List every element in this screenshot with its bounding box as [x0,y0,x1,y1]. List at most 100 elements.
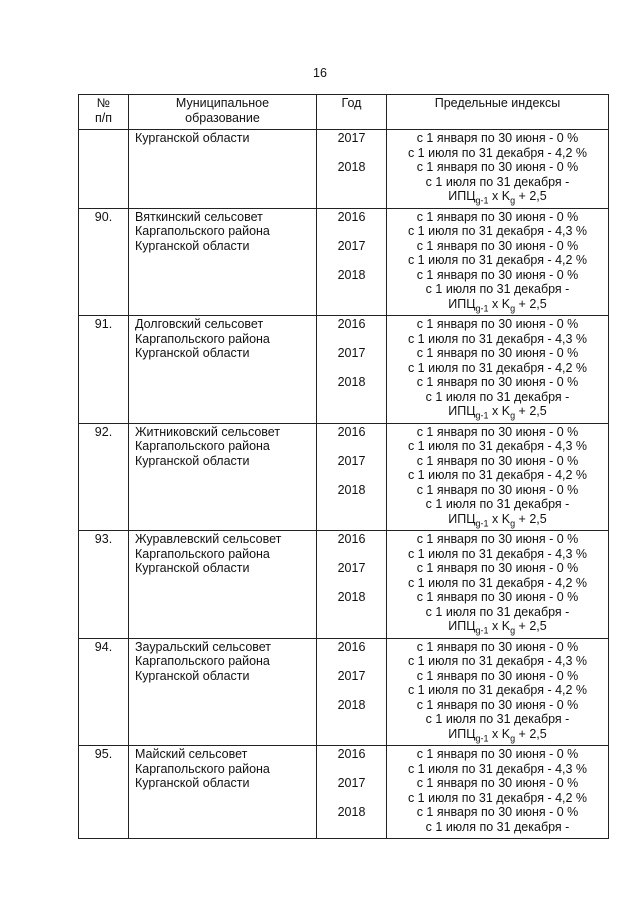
index-line: с 1 июля по 31 декабря - [425,389,570,404]
year: 2017 [337,238,366,253]
name-line: Курганской области [135,131,250,145]
header-row: № п/п Муниципальное образование Год Предельны… [78,94,609,130]
formula-subscript: g [510,518,516,528]
year: 2016 [337,532,366,546]
formula-subscript: g [510,303,516,313]
index-line: с 1 июля по 31 декабря - [425,174,570,189]
name-line: Курганской области [135,776,250,790]
formula-text: ИПЦ [448,404,476,418]
formula: ИПЦg-1 x Kg + 2,5 [387,189,608,206]
formula: ИПЦg-1 x Kg + 2,5 [387,297,608,313]
index-cell: с 1 января по 30 июня - 0 % с 1 июля по 3… [386,745,609,839]
formula: ИПЦg-1 x Kg + 2,5 [387,404,608,421]
formula-subscript: g [510,625,516,636]
index-line: с 1 января по 30 июня - 0 % [416,697,579,712]
name-line: Житниковский сельсовет [135,424,281,439]
name-cell: Журавлевский сельсовет Каргапольского рай… [128,530,317,639]
formula-text: ИПЦ [448,619,476,633]
index-line: с 1 июля по 31 декабря - 4,2 % [407,360,588,375]
formula-subscript: g-1 [475,410,489,421]
row-number: 90. [94,209,113,224]
formula: ИПЦg-1 x Kg + 2,5 [387,619,608,636]
index-line: с 1 июля по 31 декабря - 4,3 % [407,224,588,238]
name-line: Курганской области [135,238,250,253]
index-line: с 1 июля по 31 декабря - 4,2 % [407,253,588,267]
formula-text: + 2,5 [515,726,547,741]
formula-text: x K [488,619,511,633]
name-line: Курганской области [135,453,250,468]
index-line: с 1 января по 30 июня - 0 % [416,532,579,546]
index-line: с 1 января по 30 июня - 0 % [416,561,579,575]
year: 2016 [337,317,366,331]
index-line: с 1 января по 30 июня - 0 % [416,453,579,468]
index-cell: с 1 января по 30 июня - 0 % с 1 июля по 3… [386,637,609,746]
year: 2017 [337,776,366,790]
table-row: Курганской области 2017 2018 с 1 января по … [78,129,609,209]
formula: ИПЦg-1 x Kg + 2,5 [387,511,608,528]
index-line: с 1 июля по 31 декабря - [425,712,570,726]
name-cell: Житниковский сельсовет Каргапольского рай… [128,422,317,531]
year: 2018 [337,375,366,389]
index-line: с 1 января по 30 июня - 0 % [416,747,579,761]
table: № п/п Муниципальное образование Год Предельны… [78,94,609,839]
year: 2018 [337,482,366,497]
index-line: с 1 июля по 31 декабря - 4,2 % [407,683,588,697]
name-line: Каргапольского района [135,546,270,561]
name-line: Долговский сельсовет [135,317,264,331]
formula-subscript: g [510,195,516,206]
header-cell: Год [316,94,387,130]
index-cell: с 1 января по 30 июня - 0 % с 1 июля по 3… [386,530,609,639]
number-cell: 92. [78,422,129,531]
year: 2017 [337,453,366,468]
index-line: с 1 июля по 31 декабря - 4,3 % [407,761,588,776]
formula-text: + 2,5 [515,619,547,633]
row-number: 95. [94,747,113,761]
header-text: Год [341,96,362,110]
index-line: с 1 января по 30 июня - 0 % [416,375,579,389]
year: 2018 [337,267,366,282]
year-cell: 2016 2017 2018 [316,207,387,316]
index-line: с 1 января по 30 июня - 0 % [416,131,579,145]
name-line: Майский сельсовет [135,747,248,761]
year: 2018 [337,590,366,604]
year-cell: 2016 2017 2018 [316,422,387,531]
index-line: с 1 июля по 31 декабря - 4,2 % [407,790,588,805]
table-row: 94. Зауральский сельсовет Каргапольского р… [78,637,609,746]
header-text: № [96,96,111,110]
index-line: с 1 января по 30 июня - 0 % [416,317,579,331]
index-line: с 1 июля по 31 декабря - 4,3 % [407,439,588,453]
name-cell: Майский сельсовет Каргапольского района Ку… [128,745,317,839]
formula-text: + 2,5 [515,189,547,203]
index-line: с 1 января по 30 июня - 0 % [416,209,579,224]
index-cell: с 1 января по 30 июня - 0 % с 1 июля по 3… [386,207,609,316]
table-row: 95. Майский сельсовет Каргапольского район… [78,745,609,839]
year: 2016 [337,747,366,761]
header-text: образование [185,110,260,125]
formula-text: ИПЦ [448,189,476,203]
formula-subscript: g [510,733,516,743]
index-line: с 1 января по 30 июня - 0 % [416,346,579,360]
formula-text: + 2,5 [515,511,547,526]
formula-text: + 2,5 [515,404,547,418]
formula-subscript: g-1 [475,625,489,636]
header-cell: Предельные индексы [386,94,609,130]
index-cell: с 1 января по 30 июня - 0 % с 1 июля по 3… [386,315,609,424]
row-number: 94. [94,639,113,654]
name-line: Каргапольского района [135,654,270,668]
index-line: с 1 июля по 31 декабря - [425,819,570,834]
name-line: Каргапольского района [135,761,270,776]
name-line: Каргапольского района [135,224,270,238]
year: 2017 [337,668,366,683]
header-cell: Муниципальное образование [128,94,317,130]
index-line: с 1 июля по 31 декабря - [425,604,570,619]
formula-text: x K [488,511,511,526]
index-cell: с 1 января по 30 июня - 0 % с 1 июля по 3… [386,422,609,531]
year: 2016 [337,639,366,654]
name-cell: Курганской области [128,129,317,209]
index-line: с 1 января по 30 июня - 0 % [416,805,579,819]
index-line: с 1 января по 30 июня - 0 % [416,238,579,253]
year-cell: 2016 2017 2018 [316,315,387,424]
name-line: Курганской области [135,668,250,683]
formula-text: x K [488,726,511,741]
